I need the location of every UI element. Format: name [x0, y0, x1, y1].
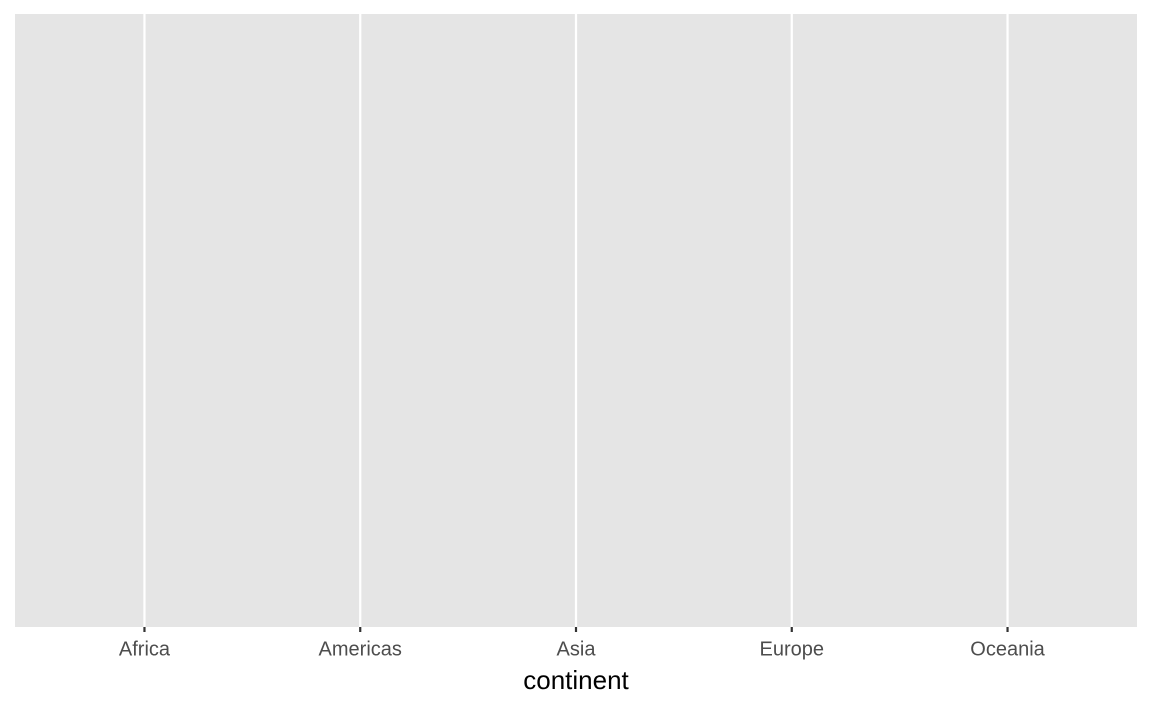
- x-tick-label: Asia: [557, 638, 597, 660]
- x-axis-title: continent: [523, 665, 629, 695]
- x-tick-label: Oceania: [970, 638, 1045, 660]
- x-tick-label: Europe: [760, 638, 825, 660]
- x-tick-label: Africa: [119, 638, 171, 660]
- x-tick-label: Americas: [319, 638, 402, 660]
